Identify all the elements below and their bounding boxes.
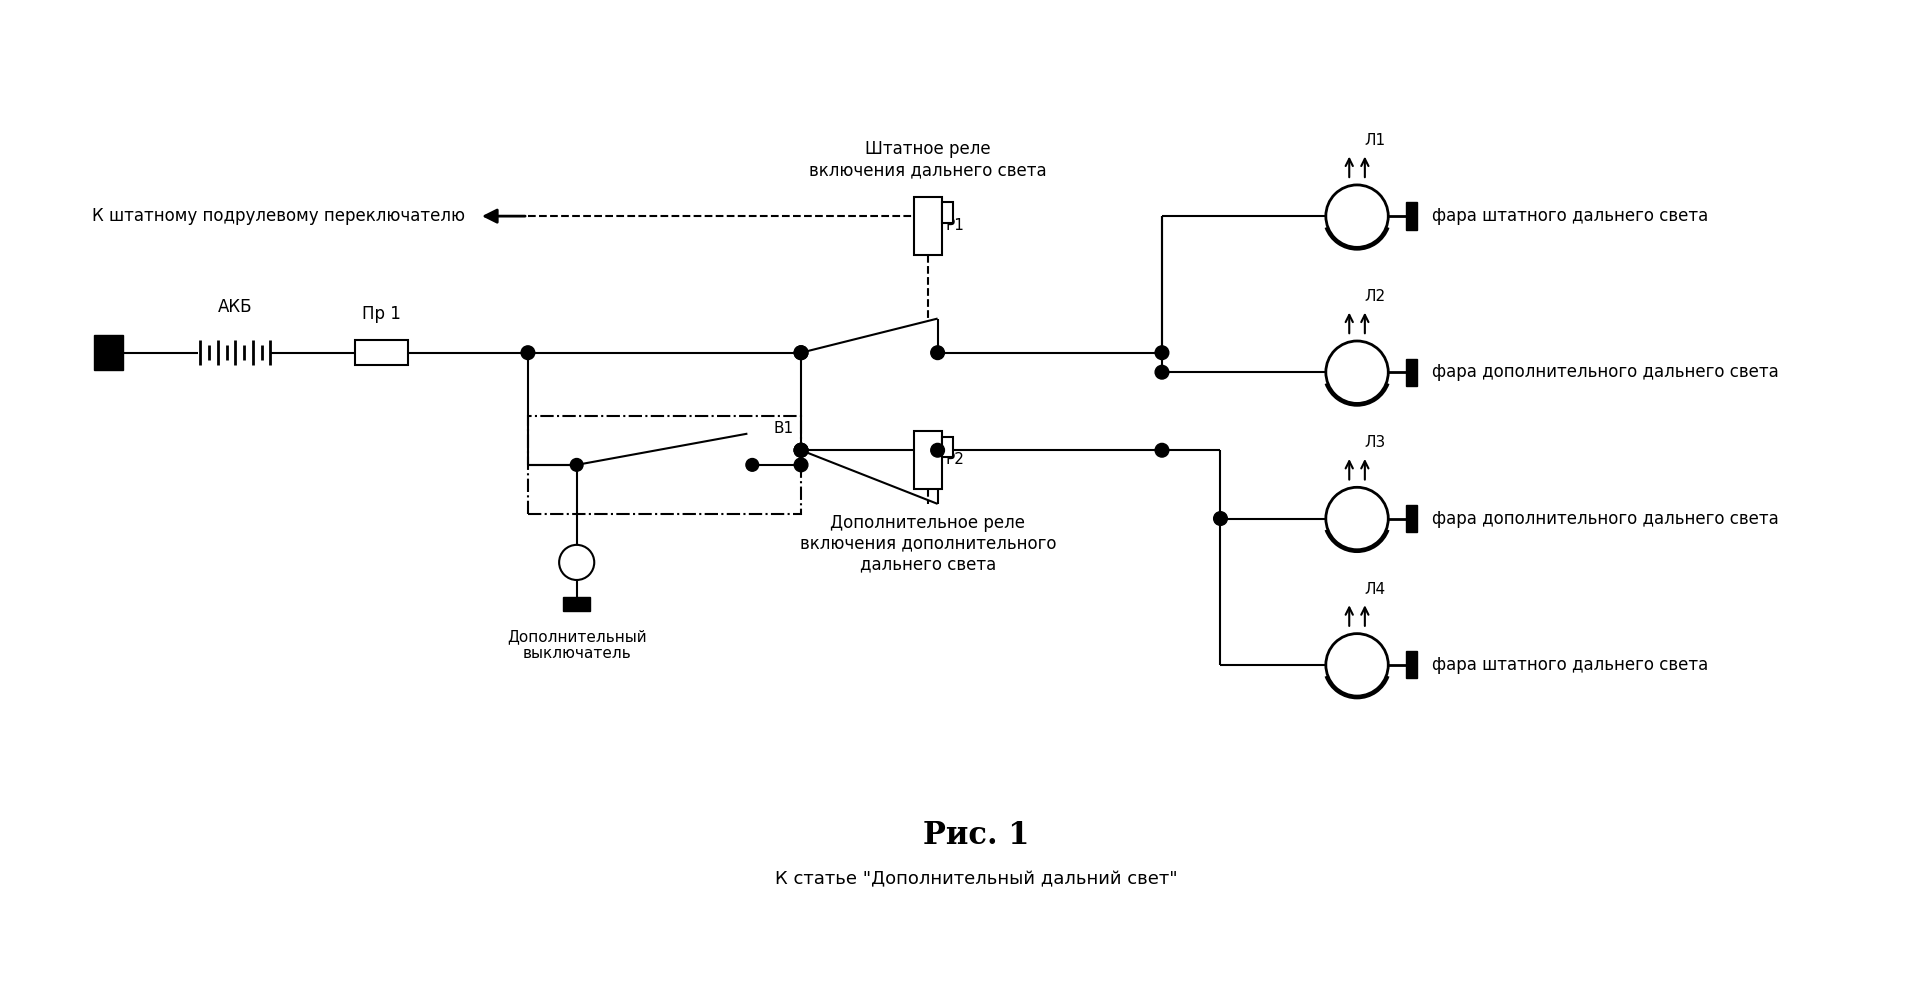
Circle shape [795, 459, 808, 472]
Text: Штатное реле
включения дальнего света: Штатное реле включения дальнего света [808, 140, 1046, 179]
Circle shape [1213, 511, 1227, 525]
Bar [1405, 359, 1417, 386]
Bar [94, 335, 123, 371]
Text: фара штатного дальнего света: фара штатного дальнего света [1432, 655, 1709, 674]
Circle shape [570, 459, 584, 472]
Bar [941, 203, 952, 223]
Text: Дополнительный
выключатель: Дополнительный выключатель [507, 628, 647, 661]
Circle shape [795, 444, 808, 458]
Text: Р1: Р1 [945, 219, 964, 234]
Circle shape [795, 346, 808, 360]
Circle shape [1156, 444, 1169, 458]
Circle shape [795, 444, 808, 458]
Bar [914, 431, 941, 490]
Circle shape [1327, 185, 1388, 248]
Circle shape [1156, 366, 1169, 379]
Text: Л3: Л3 [1365, 436, 1386, 451]
Bar [1405, 504, 1417, 532]
Circle shape [1327, 633, 1388, 696]
Text: Рис. 1: Рис. 1 [924, 820, 1029, 851]
Bar [528, 417, 801, 513]
Circle shape [795, 346, 808, 360]
Bar [1405, 651, 1417, 678]
Circle shape [1327, 341, 1388, 404]
Text: Р2: Р2 [945, 453, 964, 468]
Circle shape [520, 346, 536, 360]
Bar [1405, 203, 1417, 230]
Text: Л4: Л4 [1365, 581, 1386, 596]
Text: В1: В1 [774, 421, 793, 436]
Circle shape [1156, 346, 1169, 360]
Text: фара дополнительного дальнего света: фара дополнительного дальнего света [1432, 364, 1780, 382]
Text: АКБ: АКБ [219, 298, 253, 316]
Bar [563, 596, 589, 611]
Bar [941, 437, 952, 458]
Text: Пр 1: Пр 1 [363, 306, 401, 324]
Circle shape [931, 346, 945, 360]
Circle shape [747, 459, 758, 472]
Circle shape [795, 444, 808, 458]
Circle shape [931, 444, 945, 458]
Bar [355, 340, 409, 366]
Text: Дополнительное реле
включения дополнительного
дальнего света: Дополнительное реле включения дополнител… [799, 513, 1056, 573]
Circle shape [1327, 488, 1388, 549]
Text: К статье "Дополнительный дальний свет": К статье "Дополнительный дальний свет" [776, 870, 1179, 888]
Text: К штатному подрулевому переключателю: К штатному подрулевому переключателю [92, 207, 465, 225]
Text: фара дополнительного дальнего света: фара дополнительного дальнего света [1432, 509, 1780, 527]
Text: фара штатного дальнего света: фара штатного дальнего света [1432, 207, 1709, 225]
Bar [914, 197, 941, 255]
Circle shape [559, 544, 595, 580]
Text: Л2: Л2 [1365, 289, 1386, 304]
Text: Л1: Л1 [1365, 133, 1386, 148]
